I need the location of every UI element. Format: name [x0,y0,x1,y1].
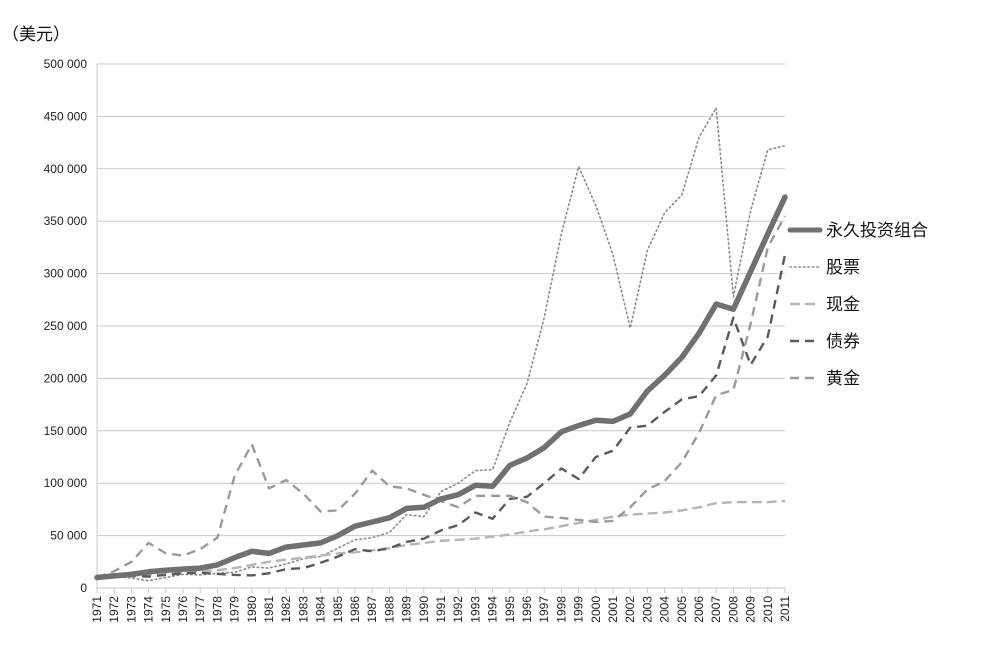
x-tick-label: 2009 [744,596,758,623]
x-tick-label: 1993 [468,596,482,623]
y-tick-label: 200 000 [44,371,88,385]
x-tick-label: 1974 [142,596,156,623]
x-tick-label: 1979 [228,596,242,623]
x-tick-label: 1981 [262,596,276,623]
x-tick-label: 1995 [503,596,517,623]
x-tick-label: 2002 [623,596,637,623]
legend-label: 黄金 [826,369,860,389]
y-tick-label: 500 000 [44,57,88,71]
x-tick-label: 1971 [90,596,104,623]
x-tick-label: 1976 [176,596,190,623]
series-lines [94,107,788,582]
legend-label: 永久投资组合 [826,221,928,241]
series-line-2 [96,499,786,579]
x-tick-label: 1973 [124,596,138,623]
x-tick-label: 1994 [486,596,500,623]
x-tick-label: 1978 [210,596,224,623]
y-tick-label: 450 000 [44,109,88,123]
series-line-0 [94,194,788,581]
y-tick-label: 150 000 [44,424,88,438]
legend-label: 债券 [826,332,860,352]
series-line-4 [96,215,787,579]
unit-label: （美元） [2,25,70,45]
x-tick-label: 1991 [434,596,448,623]
x-tick-label: 2008 [726,596,740,623]
x-tick-label: 1996 [520,596,534,623]
x-tick-label: 2004 [658,596,672,623]
y-axis-ticks: 0 50 000 100 000 150 000 200 000 250 000 300 0… [44,57,88,595]
x-tick-label: 1982 [279,596,293,623]
legend-label: 现金 [826,295,860,315]
x-tick-label: 1997 [537,596,551,623]
x-tick-label: 2003 [640,596,654,623]
x-tick-label: 1972 [107,596,121,623]
y-tick-label: 350 000 [44,214,88,228]
y-tick-label: 300 000 [44,267,88,281]
x-tick-label: 1987 [365,596,379,623]
x-tick-label: 1992 [451,596,465,623]
x-tick-label: 1980 [245,596,259,623]
x-tick-label: 2010 [761,596,775,623]
x-tick-label: 1988 [382,596,396,623]
x-tick-label: 1983 [296,596,310,623]
x-tick-label: 2001 [606,596,620,623]
y-tick-label: 0 [80,581,87,595]
x-tick-label: 1989 [400,596,414,623]
x-tick-label: 1985 [331,596,345,623]
y-tick-label: 50 000 [50,529,87,543]
x-tick-label: 2006 [692,596,706,623]
x-tick-label: 1998 [554,596,568,623]
x-tick-label: 1977 [193,596,207,623]
series-line-1 [96,107,786,582]
x-tick-label: 2005 [675,596,689,623]
x-tick-label: 2000 [589,596,603,623]
legend-label: 股票 [826,258,860,278]
y-tick-label: 400 000 [44,162,88,176]
y-tick-label: 100 000 [44,476,88,490]
x-tick-label: 1999 [572,596,586,623]
series-line-3 [96,254,787,579]
x-tick-label: 2011 [778,596,792,622]
x-tick-label: 1984 [314,596,328,623]
x-tick-label: 2007 [709,596,723,623]
x-tick-label: 1990 [417,596,431,623]
x-axis-ticks: 1971 1972 1973 1974 1975 1976 1977 1978 1979 1980… [90,596,792,623]
x-tick-label: 1975 [159,596,173,623]
gridlines [96,63,786,593]
y-tick-label: 250 000 [44,319,88,333]
x-tick-label: 1986 [348,596,362,623]
